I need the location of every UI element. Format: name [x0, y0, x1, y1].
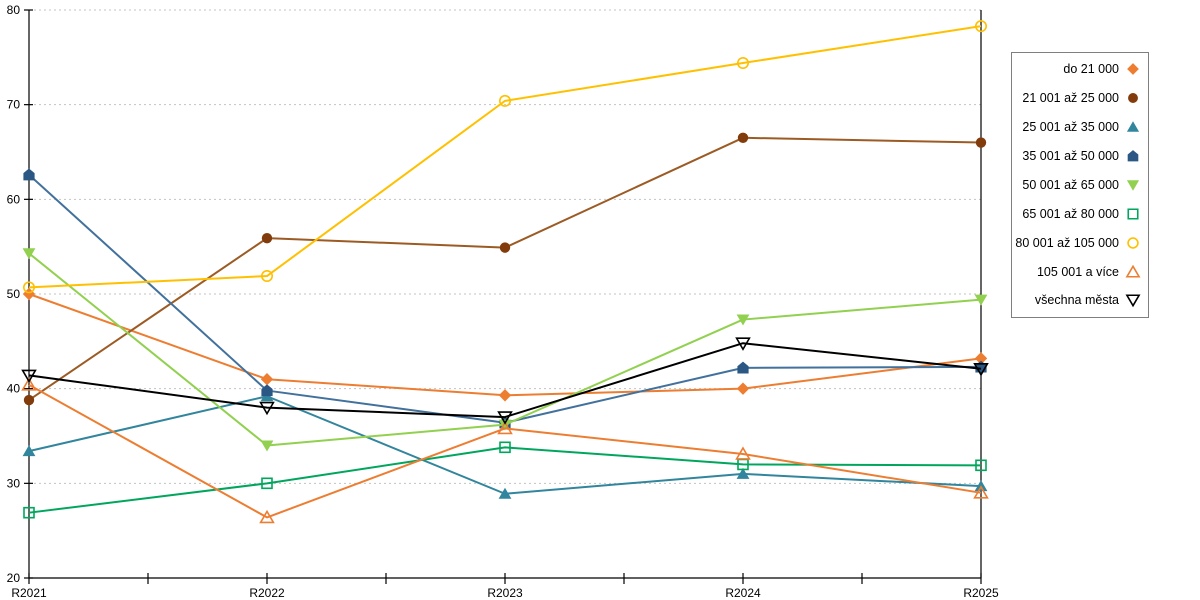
data-point-marker — [23, 506, 35, 519]
legend-item: 80 001 až 105 000 — [1014, 230, 1142, 256]
data-point-marker — [735, 337, 751, 351]
data-point-marker — [261, 384, 273, 397]
series-21-001-až-25-000 — [23, 132, 987, 406]
legend-marker-icon — [1127, 208, 1139, 220]
data-point-marker — [975, 137, 987, 148]
data-point-marker — [260, 270, 273, 283]
legend-item: 105 001 a více — [1014, 259, 1142, 285]
data-point-marker — [737, 361, 749, 374]
data-point-marker — [21, 369, 37, 384]
legend-item: 50 001 až 65 000 — [1014, 172, 1142, 198]
legend-marker-icon — [1125, 264, 1141, 278]
series-line — [28, 25, 982, 289]
data-point-marker — [736, 57, 749, 70]
data-point-marker — [974, 352, 988, 365]
x-tick-label: R2023 — [487, 586, 523, 600]
y-axis: 20 30 40 50 60 70 80 — [7, 3, 33, 585]
legend-label: 105 001 a více — [1036, 264, 1119, 279]
series-80-001-až-105-000 — [22, 20, 987, 294]
y-tick-label: 20 — [7, 571, 21, 585]
legend-item: do 21 000 — [1014, 56, 1142, 82]
data-point-marker — [737, 132, 749, 143]
data-point-marker — [974, 294, 988, 306]
legend-marker-icon — [1127, 150, 1139, 162]
data-point-marker — [973, 362, 989, 377]
y-tick-label: 80 — [7, 3, 21, 17]
series-line — [28, 136, 982, 401]
data-point-marker — [23, 168, 35, 181]
series-do-21-000 — [22, 287, 988, 402]
data-point-marker — [736, 467, 750, 479]
series-105-001-a-více — [21, 377, 989, 524]
legend-marker-icon — [1127, 63, 1139, 76]
data-point-marker — [497, 420, 513, 435]
data-point-marker — [975, 459, 987, 472]
x-tick-label: R2024 — [725, 586, 761, 600]
legend-label: 65 001 až 80 000 — [1022, 206, 1119, 221]
data-point-marker — [22, 281, 35, 294]
data-point-marker — [260, 373, 274, 386]
data-point-marker — [260, 440, 274, 452]
series-line — [28, 342, 982, 419]
data-point-marker — [499, 242, 511, 253]
series-line — [28, 395, 982, 495]
series-line — [28, 173, 982, 424]
legend-marker-icon — [1127, 236, 1139, 249]
y-tick-label: 70 — [7, 98, 21, 112]
data-point-marker — [259, 509, 275, 524]
legend-label: 25 001 až 35 000 — [1022, 120, 1119, 135]
legend-label: všechna města — [1034, 293, 1119, 308]
data-point-marker — [21, 377, 37, 391]
series-line — [28, 446, 982, 514]
data-point-marker — [259, 401, 275, 416]
data-point-marker — [261, 477, 273, 490]
y-tick-label: 50 — [7, 287, 21, 301]
x-tick-label: R2021 — [11, 586, 47, 600]
data-point-marker — [498, 389, 512, 402]
series-všechna-města — [21, 337, 989, 425]
series-25-001-až-35-000 — [22, 390, 988, 499]
legend-label: 80 001 až 105 000 — [1015, 235, 1119, 250]
legend-marker-icon — [1125, 294, 1141, 308]
data-point-marker — [498, 419, 512, 431]
y-tick-label: 60 — [7, 192, 21, 206]
legend-item: všechna města — [1014, 287, 1142, 313]
chart-legend: do 21 000 21 001 až 25 000 25 001 až 35 00… — [1011, 52, 1149, 318]
legend-label: do 21 000 — [1063, 62, 1119, 77]
data-point-marker — [23, 394, 35, 406]
data-point-marker — [735, 446, 751, 460]
series-line — [28, 384, 982, 519]
legend-item: 21 001 až 25 000 — [1014, 85, 1142, 111]
data-point-marker — [498, 94, 511, 107]
data-point-marker — [22, 445, 36, 457]
data-point-marker — [497, 411, 513, 425]
legend-label: 35 001 až 50 000 — [1022, 149, 1119, 164]
data-point-marker — [973, 485, 989, 499]
x-tick-label: R2022 — [249, 586, 285, 600]
data-point-marker — [499, 441, 511, 454]
legend-label: 50 001 až 65 000 — [1022, 177, 1119, 192]
legend-marker-icon — [1128, 93, 1138, 104]
gridlines — [29, 9, 981, 484]
x-tick-label: R2025 — [963, 586, 999, 600]
data-point-marker — [736, 382, 750, 395]
legend-item: 25 001 až 35 000 — [1014, 114, 1142, 140]
data-point-marker — [498, 487, 512, 499]
series-65-001-až-80-000 — [23, 441, 987, 519]
x-axis: R2021 R2022 R2023 R2024 R2025 — [11, 573, 999, 600]
legend-item: 35 001 až 50 000 — [1014, 143, 1142, 169]
data-point-marker — [261, 232, 273, 244]
legend-label: 21 001 až 25 000 — [1022, 91, 1119, 106]
data-point-marker — [22, 248, 36, 260]
data-point-marker — [736, 314, 750, 326]
data-point-marker — [974, 20, 987, 33]
y-tick-label: 30 — [7, 476, 21, 490]
series-line — [28, 293, 982, 397]
legend-marker-icon — [1126, 121, 1140, 132]
legend-item: 65 001 až 80 000 — [1014, 201, 1142, 227]
legend-marker-icon — [1126, 180, 1140, 191]
y-tick-label: 40 — [7, 382, 21, 396]
